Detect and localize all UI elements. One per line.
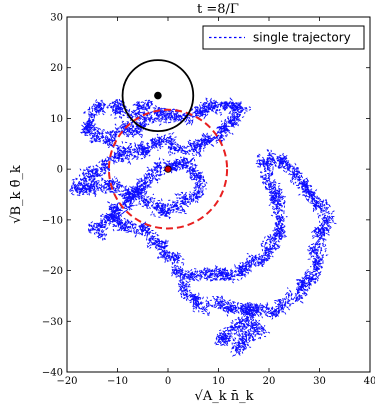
x-tick-label: 0 xyxy=(165,376,171,387)
x-tick-label: 30 xyxy=(313,376,326,387)
tick-layer: −20 −10 0 10 20 30 40 −40 −30 −20 −10 0 10 20 30 xyxy=(42,13,375,388)
circle-layer xyxy=(107,59,229,230)
x-tick-label: 20 xyxy=(263,376,276,387)
y-tick-label: 20 xyxy=(50,63,63,74)
x-axis-label: √A_k n̄_k xyxy=(195,389,254,404)
x-tick-label: −20 xyxy=(56,376,77,387)
y-tick-label: 30 xyxy=(50,13,63,24)
chart-title: t =8/Γ xyxy=(197,2,239,17)
legend-box xyxy=(202,25,365,50)
y-tick-label: 10 xyxy=(50,114,63,125)
point-layer xyxy=(154,91,172,173)
marker-circle xyxy=(121,59,195,133)
legend-label: single trajectory xyxy=(253,31,351,45)
y-tick-label: −30 xyxy=(42,317,63,328)
y-axis-label-text: √B_k θ̄_k xyxy=(9,165,24,224)
y-tick-label: −10 xyxy=(42,215,63,226)
y-tick-label: −20 xyxy=(42,266,63,277)
plot-frame xyxy=(66,16,371,373)
trajectory-layer xyxy=(68,97,337,358)
legend: single trajectory xyxy=(202,25,365,50)
y-tick-label: −40 xyxy=(42,368,63,379)
x-tick-label: 40 xyxy=(364,376,375,387)
x-axis-label-text: √A_k n̄_k xyxy=(195,389,254,404)
y-axis-label: √B_k θ̄_k xyxy=(9,165,24,224)
mean-point xyxy=(164,165,172,173)
x-tick-label: −10 xyxy=(107,376,128,387)
y-tick-label: 0 xyxy=(57,165,63,176)
marker-point xyxy=(154,91,162,100)
trajectory-path xyxy=(68,97,337,358)
spread-circle xyxy=(107,108,229,230)
x-tick-label: 10 xyxy=(212,376,225,387)
